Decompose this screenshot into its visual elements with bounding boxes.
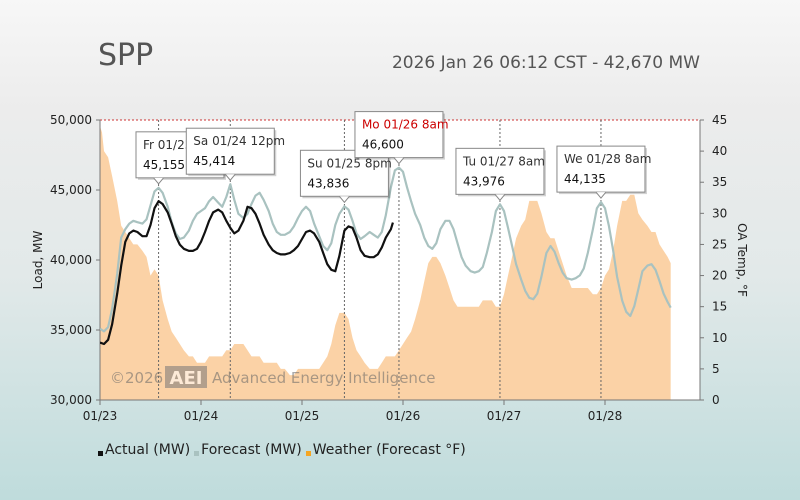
watermark: ©2026 AEI Advanced Energy Intelligence [110,366,435,389]
legend-label-weather: Weather (Forecast °F) [312,442,466,458]
actual-line [100,200,394,346]
y2-tick-label: 10 [712,331,727,345]
legend-swatch-actual [98,450,103,456]
callout: We 01/28 8am 44,135 [556,145,651,199]
y2-tick-label: 40 [712,144,727,158]
callout-value: 43,976 [463,174,505,188]
callout-label: Tu 01/27 8am [462,154,545,168]
legend-item-actual[interactable]: Actual (MW) [98,442,190,458]
watermark-logo-box [165,366,207,388]
callout-pointer [153,177,164,185]
legend-item-forecast[interactable]: Forecast (MW) [194,442,302,458]
y2-tick-label: 0 [712,393,720,407]
legend-swatch-forecast [194,450,200,456]
page-subtitle: 2026 Jan 26 06:12 CST - 42,670 MW [391,53,700,73]
y2-tick-label: 5 [712,362,720,376]
x-tick-label: 01/23 [83,409,118,423]
callout-box [185,127,275,175]
callout-label: We 01/28 8am [564,152,651,166]
legend-item-weather[interactable]: Weather (Forecast °F) [305,442,466,458]
y2-tick-label: 30 [712,206,727,220]
callout: Su 01/25 8pm 43,836 [299,149,392,204]
watermark-logo-text: AEI [170,368,203,389]
callout-pointer [393,157,405,165]
x-tick-label: 01/25 [285,409,320,423]
callout-value: 44,135 [564,172,606,186]
callout-label: Sa 01/24 12pm [193,134,285,148]
y-tick-label: 40,000 [50,253,92,267]
y2-tick-label: 35 [712,175,727,189]
x-tick-label: 01/24 [184,409,219,423]
callout-value: 45,414 [193,154,235,168]
legend: Actual (MW) Forecast (MW) Weather (Forec… [98,442,466,458]
watermark-copyright: ©2026 [110,369,163,387]
callout-pointer [595,191,607,199]
forecast-line [100,166,672,333]
weather-area [100,126,671,400]
legend-label-forecast: Forecast (MW) [201,442,302,458]
watermark-company: Advanced Energy Intelligence [212,369,435,387]
callout-pointer [224,173,236,181]
y-axis-title: Load, MW [31,231,45,290]
y2-tick-label: 25 [712,237,727,251]
x-tick-label: 01/28 [588,409,623,423]
callout-value: 46,600 [362,138,404,152]
callout-value: 43,836 [307,176,349,190]
x-tick-label: 01/26 [386,409,421,423]
y-tick-label: 30,000 [50,393,92,407]
callout-value: 45,155 [143,158,185,172]
callout-label: Mo 01/26 8am [362,118,449,132]
callout: Mo 01/26 8am 46,600 [354,111,449,165]
y-tick-label: 35,000 [50,323,92,337]
callout-pointer [339,195,350,204]
y2-axis-title: OA Temp, °F [735,223,749,297]
page-title: SPP [98,38,154,73]
callout-pointer [494,194,506,202]
callout-box [354,111,444,159]
y2-tick-label: 20 [712,269,727,283]
y2-tick-label: 45 [712,113,727,127]
y-tick-label: 45,000 [50,183,92,197]
callout: Tu 01/27 8am 43,976 [455,147,546,202]
callout-box [556,145,646,193]
callout: Sa 01/24 12pm 45,414 [185,127,285,181]
legend-label-actual: Actual (MW) [105,442,191,458]
y-tick-label: 50,000 [50,113,92,127]
x-tick-label: 01/27 [487,409,522,423]
callout-label: Su 01/25 8pm [307,156,391,170]
y2-tick-label: 15 [712,300,727,314]
legend-swatch-weather [305,450,311,456]
